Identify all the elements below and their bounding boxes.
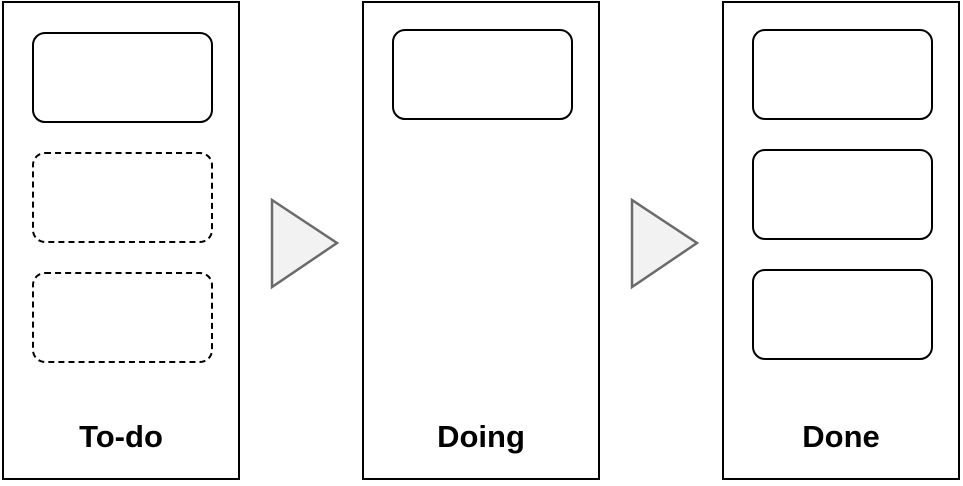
done-card[interactable] bbox=[752, 149, 933, 240]
done-card[interactable] bbox=[752, 29, 933, 120]
column-label-done: Done bbox=[802, 419, 880, 454]
column-done: Done bbox=[722, 1, 960, 480]
todo-placeholder-card bbox=[32, 272, 213, 363]
todo-card[interactable] bbox=[32, 32, 213, 123]
done-card[interactable] bbox=[752, 269, 933, 360]
column-label-doing: Doing bbox=[437, 419, 525, 454]
doing-card[interactable] bbox=[392, 29, 573, 120]
todo-placeholder-card bbox=[32, 152, 213, 243]
arrow-right-icon bbox=[270, 198, 340, 290]
arrow-right-icon bbox=[630, 198, 700, 290]
column-label-todo: To-do bbox=[79, 419, 163, 454]
column-todo: To-do bbox=[2, 1, 240, 480]
column-doing: Doing bbox=[362, 1, 600, 480]
